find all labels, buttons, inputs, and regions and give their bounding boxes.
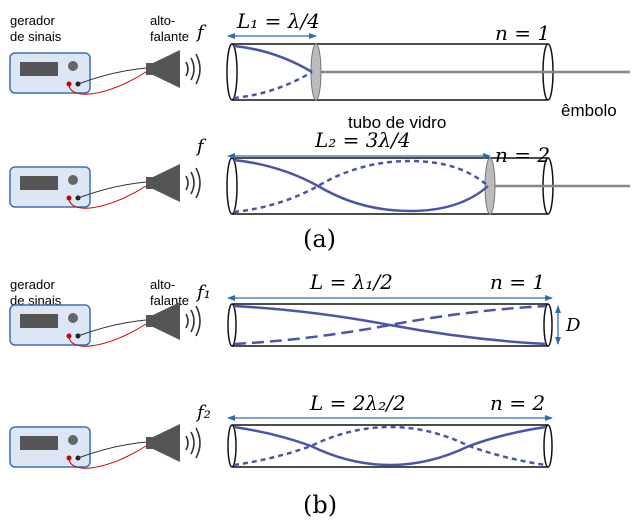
generator-label-line2: de sinais [10, 29, 62, 44]
frequency-label: f [195, 136, 207, 157]
speaker-icon [146, 50, 180, 88]
wire-red [68, 71, 147, 95]
part-b-row1: gerador de sinais alto- falante f₁ [9, 270, 581, 347]
part-b-label: (b) [303, 491, 337, 519]
generator-label-line1: gerador [10, 277, 55, 292]
mode-label: n = 1 [495, 21, 550, 45]
speaker-label-line1: alto- [150, 13, 175, 28]
sound-waves-icon [185, 53, 201, 85]
frequency-label: f [195, 22, 207, 43]
generator-knob [68, 435, 78, 445]
wire-black [77, 181, 147, 199]
glass-tube [226, 43, 554, 101]
standing-wave-solid [233, 425, 547, 467]
generator-display [20, 62, 58, 76]
glass-tube [227, 424, 553, 468]
piston [310, 43, 322, 101]
signal-generator [9, 166, 91, 208]
wire-red [68, 185, 147, 209]
generator-display [20, 436, 58, 450]
speaker-icon [146, 302, 180, 340]
standing-wave-solid [233, 44, 313, 74]
part-b-row2: f₂ L = 2λ₂/2 n = 2 [9, 391, 553, 469]
part-a-row1: gerador de sinais alto- falante f [9, 9, 630, 132]
generator-knob [68, 61, 78, 71]
glass-tube [227, 303, 553, 347]
mode-label: n = 2 [490, 391, 545, 415]
part-a-label: (a) [303, 225, 336, 253]
sound-waves-icon [185, 305, 201, 337]
speaker-label-line2: falante [150, 29, 189, 44]
generator-display [20, 176, 58, 190]
sound-waves-icon [185, 167, 201, 199]
wire-black [77, 319, 147, 337]
piston-label: êmbolo [561, 101, 617, 120]
speaker-label-line1: alto- [150, 277, 175, 292]
speaker-icon [146, 164, 180, 202]
signal-generator [9, 52, 91, 94]
length-label: L = λ₁/2 [309, 270, 393, 294]
speaker-icon [146, 424, 180, 462]
generator-display [20, 314, 58, 328]
signal-generator [9, 426, 91, 468]
diameter-label: D [565, 315, 581, 336]
frequency-label: f₂ [195, 402, 211, 423]
length-label: L = 2λ₂/2 [309, 391, 406, 415]
standing-wave-dashed [233, 70, 313, 100]
generator-knob [68, 175, 78, 185]
speaker-label-line2: falante [150, 293, 189, 308]
standing-wave-solid [233, 304, 547, 346]
mode-label: n = 2 [495, 143, 550, 167]
mode-label: n = 1 [490, 270, 545, 294]
part-a-row2: f L₂ = 3λ/4 n = 2 [9, 128, 630, 215]
wire-red [68, 323, 147, 347]
wire-black [77, 67, 147, 85]
standing-wave-dashed [233, 159, 489, 214]
length-label: L₁ = λ/4 [236, 9, 320, 33]
standing-wave-solid [233, 158, 489, 213]
standing-wave-dashed [233, 304, 547, 346]
generator-knob [68, 313, 78, 323]
length-label: L₂ = 3λ/4 [314, 128, 411, 152]
wire-black [77, 441, 147, 459]
generator-label-line1: gerador [10, 13, 55, 28]
standing-wave-dashed [233, 425, 547, 467]
tube-label: tubo de vidro [348, 113, 446, 132]
sound-waves-icon [185, 427, 201, 459]
wire-red [68, 445, 147, 469]
signal-generator [9, 304, 91, 346]
frequency-label: f₁ [195, 282, 211, 303]
